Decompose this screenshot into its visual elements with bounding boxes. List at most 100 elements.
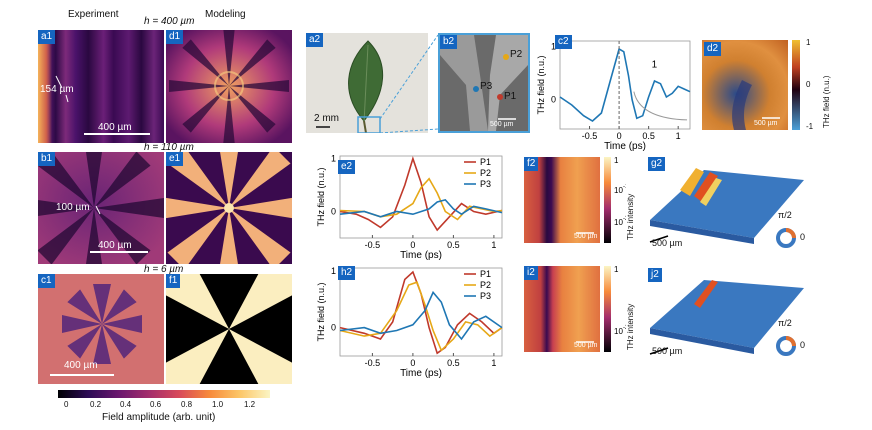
j2-phase-label: π/2 [778, 318, 792, 328]
h2-legend-P2: P2 [480, 280, 491, 290]
c2-arrow [633, 91, 688, 121]
badge-b1: b1 [38, 152, 56, 166]
h2-legend-P1: P1 [480, 269, 491, 279]
e2-series-P1 [339, 155, 503, 232]
svg-text:10: 10 [614, 186, 623, 195]
badge-d2: d2 [704, 42, 722, 56]
h2-legend-P3: P3 [480, 291, 491, 301]
cb-tick-4: 0.8 [181, 400, 193, 409]
h2-xlabel: Time (ps) [400, 368, 442, 378]
j2-phase-zero: 0 [800, 340, 806, 350]
a1-feature-label: 154 µm [40, 84, 74, 95]
c2-ytick-label-1: 1 [551, 41, 556, 51]
i2-scale-label: 500 µm [574, 342, 598, 349]
h2-xtick-label-1: 0 [410, 358, 415, 368]
main-colorbar-label: Field amplitude (arb. unit) [102, 412, 216, 423]
chart-e2: -0.5 0 0.5 1 0 1 Time (ps) THz field (n.u.) P1P2… [316, 154, 503, 260]
b1-scale-label: 400 µm [98, 240, 132, 251]
main-colorbar-ticks: 0 0.2 0.4 0.6 0.8 1.0 1.2 [58, 400, 270, 412]
badge-g2: g2 [648, 157, 666, 171]
badge-a2: a2 [306, 33, 324, 47]
e2-xtick-label-2: 0.5 [447, 240, 460, 250]
h2-series-P1 [339, 270, 503, 355]
j2-scale-label: 500 µm [652, 346, 683, 356]
badge-a1: a1 [38, 30, 56, 44]
chart-h2: -0.5 0 0.5 1 0 1 Time (ps) THz field (n.u.) P1P2… [316, 266, 503, 378]
h2-xtick-label-0: -0.5 [365, 358, 381, 368]
chart-c2: -0.5 0 0.5 1 0 1 Time (ps) THz field (n.u.) 1 [536, 40, 691, 151]
e2-xlabel: Time (ps) [400, 250, 442, 260]
surface-g2: 500 µm π/2 0 [644, 150, 810, 250]
zoom-lines [380, 34, 439, 133]
map-i2: 500 µm [524, 266, 600, 352]
e2-legend-P1: P1 [480, 157, 491, 167]
cb-tick-5: 1.0 [212, 400, 224, 409]
badge-e2: e2 [338, 160, 356, 174]
badge-c1: c1 [38, 274, 55, 288]
h2-xtick-label-2: 0.5 [447, 358, 460, 368]
c2-series-0 [559, 47, 691, 122]
f2-scale-label: 500 µm [574, 233, 598, 240]
c2-xtick-label-1: 0 [617, 131, 622, 141]
badge-d1: d1 [166, 30, 184, 44]
c2-xtick-label-2: 0.5 [642, 131, 655, 141]
c2-frame [559, 40, 691, 130]
h2-series-P2 [339, 281, 503, 352]
svg-text:10: 10 [614, 218, 623, 227]
b2-p2-label: P2 [510, 49, 523, 60]
i2-colorbar [604, 266, 611, 352]
c2-ylabel: THz field (n.u.) [536, 55, 546, 114]
svg-text:1: 1 [614, 156, 619, 165]
e2-xtick-label-1: 0 [410, 240, 415, 250]
experiment-header: Experiment [68, 9, 119, 20]
badge-e1: e1 [166, 152, 184, 166]
h2-ylabel: THz field (n.u.) [316, 282, 326, 341]
h2-xtick-label-3: 1 [491, 358, 496, 368]
badge-c2: c2 [555, 35, 572, 49]
g2-phase-label: π/2 [778, 210, 792, 220]
b2-scale-label: 500 µm [490, 121, 514, 128]
h2-ytick-label-0: 0 [331, 323, 336, 333]
map-d1 [166, 30, 292, 143]
i2-cb-label: THz intensity [626, 303, 635, 350]
d2-cb-tick-mid: 0 [806, 80, 811, 89]
height-label-2: h = 110 µm [144, 142, 194, 153]
e2-frame [339, 155, 503, 239]
c2-ytick-label-0: 0 [551, 95, 556, 105]
e2-ytick-label-0: 0 [331, 207, 336, 217]
badge-b2: b2 [440, 35, 458, 49]
surface-j2: 500 µm π/2 0 [644, 262, 810, 364]
cb-tick-0: 0 [64, 400, 69, 409]
badge-j2: j2 [648, 268, 662, 282]
c2-xlabel: Time (ps) [604, 141, 646, 151]
modeling-header: Modeling [205, 9, 246, 20]
d2-cb-tick-bot: -1 [806, 122, 814, 131]
b1-feature-label: 100 µm [56, 202, 90, 213]
c2-xtick-label-3: 1 [676, 131, 681, 141]
map-f1 [166, 274, 292, 384]
h2-ytick-label-1: 1 [331, 266, 336, 276]
map-b1: 100 µm 400 µm [38, 152, 164, 264]
d2-cb-tick-top: 1 [806, 38, 811, 47]
e2-legend-P2: P2 [480, 168, 491, 178]
main-colorbar [58, 390, 270, 398]
height-label-1: h = 400 µm [144, 16, 195, 27]
map-e1 [166, 152, 292, 264]
f2-cb-ticks: 1 10-1 10-2 [614, 156, 626, 227]
g2-phase-zero: 0 [800, 232, 806, 242]
c2-marker-label: 1 [652, 60, 658, 71]
height-label-3: h = 6 µm [144, 264, 184, 275]
cb-tick-1: 0.2 [90, 400, 102, 409]
a2-scale-label: 2 mm [314, 113, 339, 124]
e2-legend-P3: P3 [480, 179, 491, 189]
photo-b2: P2 P3 P1 500 µm [438, 33, 530, 133]
f2-cb-label: THz intensity [626, 193, 635, 240]
map-a1: 154 µm 400 µm [38, 30, 164, 143]
e2-ylabel: THz field (n.u.) [316, 167, 326, 226]
c1-scale-label: 400 µm [64, 360, 98, 371]
photo-a2: 2 mm [306, 33, 428, 133]
d2-cb-label: THz field (n.u.) [822, 75, 831, 128]
svg-text:-2: -2 [623, 325, 626, 331]
a1-annotations [55, 75, 150, 135]
badge-i2: i2 [524, 266, 538, 280]
